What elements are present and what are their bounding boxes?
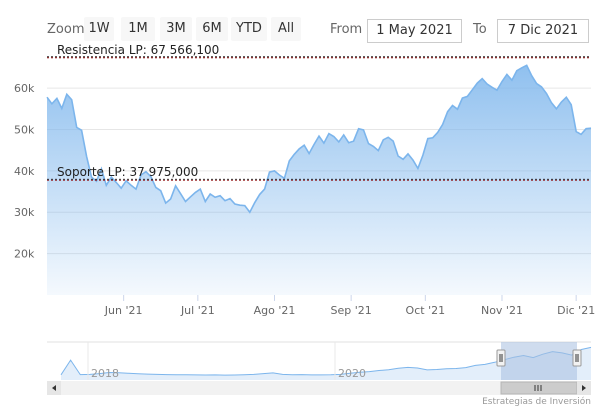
navigator[interactable]: 2018 2020 [47, 341, 592, 395]
y-tick-label: 60k [14, 82, 35, 95]
support-resistance-lines: Resistencia LP: 67 566,100 Soporte LP: 37… [47, 43, 591, 181]
arrow-right-icon [582, 385, 586, 391]
zoom-1w-button[interactable]: 1W [84, 17, 114, 41]
y-tick-label: 40k [14, 165, 35, 178]
x-tick-label: Ago '21 [254, 304, 296, 317]
scrollbar-track [47, 381, 591, 395]
credit-text: Estrategias de Inversión [482, 397, 591, 407]
navigator-year-label: 2018 [91, 367, 119, 380]
y-tick-label: 20k [14, 248, 35, 261]
zoom-1m-button[interactable]: 1M [121, 17, 155, 41]
navigator-area [61, 347, 591, 380]
x-tick-label: Dic '21 [557, 304, 595, 317]
x-tick-label: Nov '21 [481, 304, 523, 317]
zoom-label: Zoom [47, 22, 85, 37]
navigator-right-handle[interactable] [572, 349, 582, 367]
from-date-input[interactable]: 1 May 2021 [367, 19, 462, 43]
y-tick-label: 30k [14, 206, 35, 219]
x-axis-labels: Jun '21 Jul '21 Ago '21 Sep '21 Oct '21 Nov '… [104, 295, 595, 317]
x-tick-label: Sep '21 [331, 304, 372, 317]
resistance-label: Resistencia LP: 67 566,100 [57, 43, 219, 57]
zoom-6m-button[interactable]: 6M [196, 17, 228, 41]
y-axis-labels: 20k 30k 40k 50k 60k [14, 82, 35, 261]
from-label: From [330, 22, 363, 37]
to-label: To [473, 22, 487, 37]
navigator-year-label: 2020 [338, 367, 366, 380]
zoom-all-button[interactable]: All [271, 17, 301, 41]
navigator-left-handle[interactable] [496, 349, 506, 367]
scrollbar-thumb[interactable] [500, 381, 578, 395]
x-tick-label: Jul '21 [180, 304, 215, 317]
x-tick-label: Oct '21 [406, 304, 446, 317]
navigator-selection [501, 342, 577, 380]
x-tick-label: Jun '21 [104, 304, 143, 317]
zoom-ytd-button[interactable]: YTD [231, 17, 267, 41]
zoom-3m-button[interactable]: 3M [160, 17, 192, 41]
range-selector-toolbar: Zoom 1W 1M 3M 6M YTD All From 1 May 2021… [0, 0, 603, 46]
y-tick-label: 50k [14, 123, 35, 136]
support-label: Soporte LP: 37 975,000 [57, 165, 198, 179]
arrow-left-icon [52, 385, 56, 391]
to-date-input[interactable]: 7 Dic 2021 [497, 19, 589, 43]
price-line [46, 64, 592, 214]
